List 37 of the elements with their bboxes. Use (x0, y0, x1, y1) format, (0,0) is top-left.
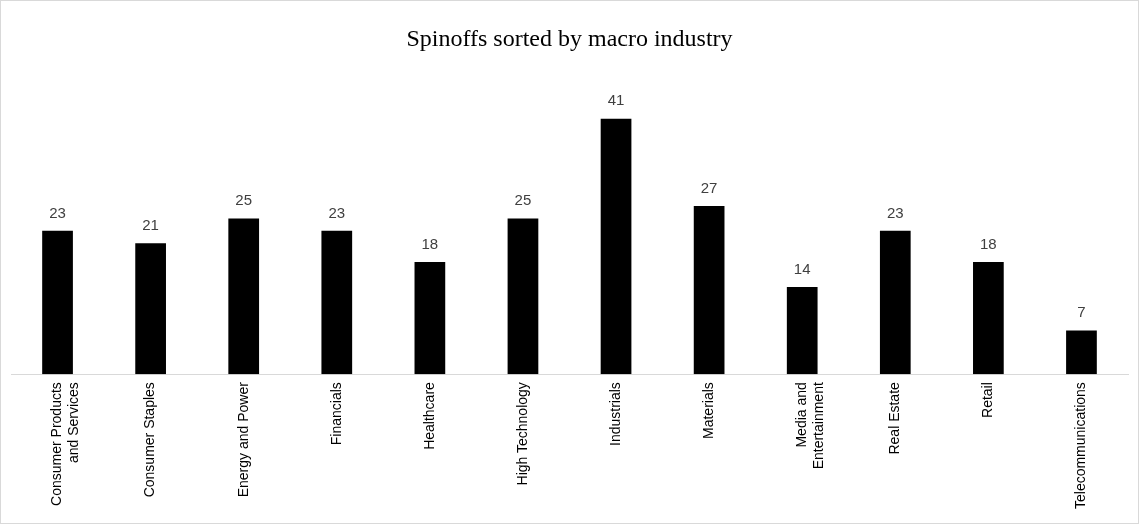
bar (321, 230, 353, 375)
bar (42, 230, 73, 375)
data-label: 21 (142, 215, 159, 233)
bar (414, 262, 446, 375)
data-label: 14 (793, 259, 811, 277)
data-label: 41 (607, 91, 625, 109)
bar (786, 286, 818, 375)
x-tick-label: Telecommunications (1072, 382, 1089, 510)
x-tick-label: Financials (327, 382, 344, 446)
x-tick-label: Materials (699, 382, 716, 439)
bar (879, 230, 911, 375)
data-label: 23 (886, 203, 904, 221)
bar (1066, 330, 1097, 375)
x-tick-label: High Technology (513, 382, 530, 486)
x-tick-label: Industrials (606, 382, 623, 446)
x-tick-label: Retail (979, 382, 996, 418)
data-label: 25 (514, 191, 532, 209)
data-label: 25 (235, 191, 253, 209)
x-tick-label: Real Estate (886, 381, 903, 455)
bar (228, 218, 260, 375)
x-tick-label: Consumer Products and Services (48, 382, 82, 506)
data-label: 23 (328, 203, 346, 221)
data-label: 18 (980, 234, 997, 252)
x-tick-label: Consumer Staples (141, 382, 158, 498)
bar (135, 243, 166, 375)
x-tick-label: Healthcare (420, 381, 437, 450)
data-label: 18 (421, 234, 439, 252)
bar (600, 118, 632, 375)
data-label: 27 (700, 178, 718, 196)
bar (693, 205, 725, 375)
data-label: 7 (1077, 303, 1086, 321)
x-tick-label: Media and Entertainment (793, 382, 826, 470)
data-label: 23 (49, 203, 66, 221)
bar (973, 262, 1004, 375)
bar (507, 218, 539, 375)
x-tick-label: Energy and Power (234, 381, 251, 498)
chart-title: Spinoffs sorted by macro industry (406, 24, 733, 51)
